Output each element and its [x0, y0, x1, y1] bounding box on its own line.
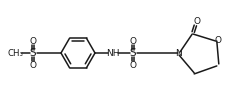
Text: S: S — [30, 48, 36, 58]
Text: O: O — [214, 36, 221, 45]
Text: S: S — [130, 48, 136, 58]
Text: NH: NH — [106, 49, 120, 57]
Text: CH₃: CH₃ — [8, 49, 24, 57]
Text: O: O — [30, 36, 36, 45]
Text: O: O — [129, 36, 136, 45]
Text: O: O — [30, 61, 36, 70]
Text: O: O — [193, 17, 200, 26]
Text: N: N — [175, 49, 181, 57]
Text: O: O — [129, 61, 136, 70]
